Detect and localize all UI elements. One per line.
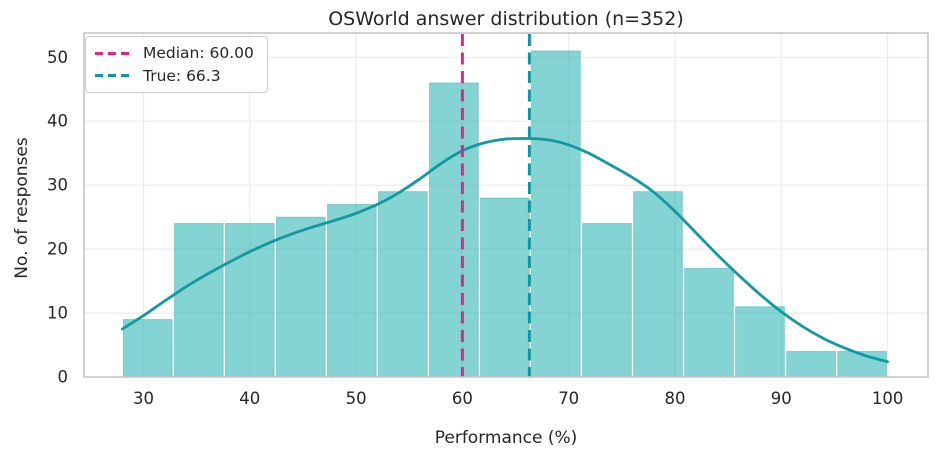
y-tick-label: 20 [47,240,68,259]
x-tick-label: 60 [452,389,473,408]
histogram-bar [429,82,479,378]
histogram-bar [275,216,326,378]
x-tick-label: 90 [771,389,792,408]
y-tick-label: 0 [58,368,69,387]
kde-curve [120,137,889,364]
y-tick-label: 30 [47,176,68,195]
y-tick-label: 10 [47,304,68,323]
y-axis-label: No. of responses [12,137,32,279]
histogram-bar [480,197,530,378]
x-tick-label: 30 [133,389,154,408]
legend: Median: 60.00 True: 66.3 [85,36,268,93]
x-tick-label: 80 [665,389,686,408]
legend-label-true: True: 66.3 [143,66,221,85]
histogram-bar [582,223,632,378]
histogram-bar [735,306,785,378]
histogram-bar [786,350,837,378]
y-tick-label: 50 [47,48,68,67]
histogram-bar [684,267,734,378]
legend-item-median: Median: 60.00 [95,44,258,62]
histogram-bar [224,223,275,378]
histogram-bar [173,223,224,378]
x-axis-label: Performance (%) [434,428,578,448]
median-line-swatch-icon [95,51,132,55]
plot-border [83,32,929,378]
x-tick-label: 100 [872,389,904,408]
x-tick-label: 50 [346,389,367,408]
legend-label-median: Median: 60.00 [143,44,254,63]
histogram-bar [378,191,428,378]
legend-item-true: True: 66.3 [95,67,258,85]
true-line-swatch-icon [95,74,132,78]
histogram-bar [122,319,173,378]
histogram-bar [327,203,377,378]
histogram-bar [633,191,683,378]
histogram-bar [531,50,581,378]
x-tick-label: 40 [239,389,260,408]
chart-title: OSWorld answer distribution (n=352) [328,8,684,30]
y-tick-label: 40 [47,112,68,131]
x-tick-label: 70 [558,389,579,408]
